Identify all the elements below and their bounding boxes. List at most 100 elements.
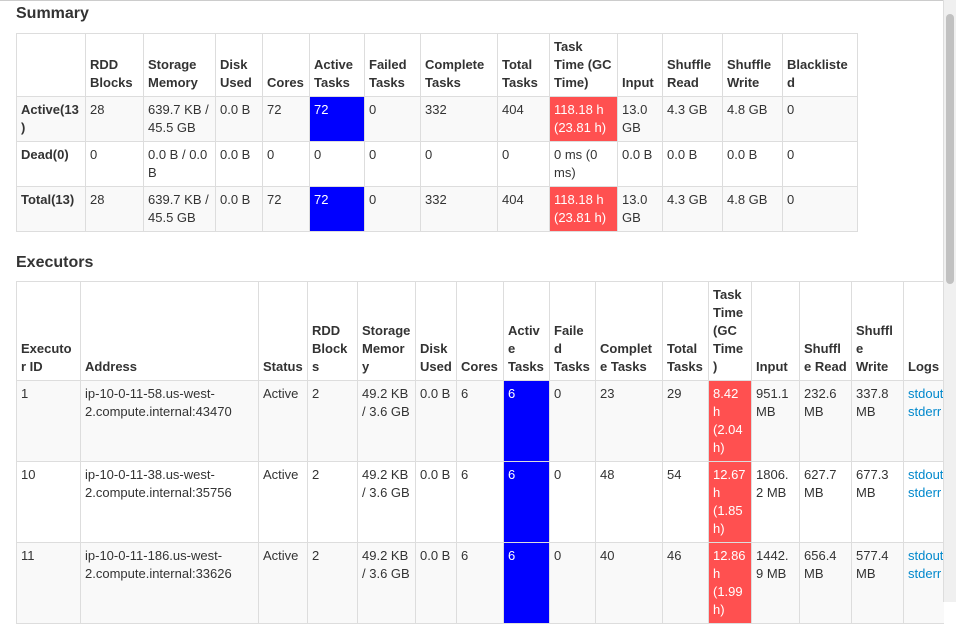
cell: 639.7 KB / 45.5 GB	[143, 96, 216, 142]
cell: 0	[85, 141, 144, 187]
cell: 1442.9 MB	[751, 542, 800, 624]
header-cell: Shuffle Read	[799, 281, 852, 381]
cell: 28	[85, 96, 144, 142]
cell: 1	[16, 380, 81, 462]
header-cell: Complete Tasks	[420, 33, 498, 97]
cell: 49.2 KB / 3.6 GB	[357, 542, 416, 624]
cell: 332	[420, 186, 498, 232]
log-link[interactable]: stdout	[908, 548, 944, 563]
cell: 0.0 B	[415, 380, 457, 462]
header-cell: Shuffle Read	[662, 33, 723, 97]
header-cell: Cores	[456, 281, 504, 381]
header-cell: Disk Used	[415, 281, 457, 381]
row-header: Total(13)	[16, 186, 86, 232]
row: Active(13) 28 639.7 KB / 45.5 GB 0.0 B 72 72 0…	[16, 96, 858, 142]
cell: 2	[307, 461, 358, 543]
header-cell: Storage Memory	[357, 281, 416, 381]
cell: 0.0 B	[617, 141, 663, 187]
header-cell: Input	[617, 33, 663, 97]
header-cell: Task Time (GC Time)	[549, 33, 618, 97]
cell: Active	[258, 380, 308, 462]
log-link[interactable]: stderr	[908, 404, 942, 419]
cell: 0	[420, 141, 498, 187]
header-cell: Status	[258, 281, 308, 381]
cell: 40	[595, 542, 663, 624]
cell: 639.7 KB / 45.5 GB	[143, 186, 216, 232]
cell: 0	[364, 186, 421, 232]
cell: 0.0 B	[722, 141, 783, 187]
header-cell: Blacklisted	[782, 33, 858, 97]
cell: 72	[309, 186, 365, 232]
cell: Active	[258, 542, 308, 624]
cell: 0	[549, 380, 596, 462]
cell: ip-10-0-11-38.us-west-2.compute.internal…	[80, 461, 259, 543]
cell: 0	[364, 141, 421, 187]
cell: 0	[309, 141, 365, 187]
cell: 12.86 h (1.99 h)	[708, 542, 752, 624]
cell: 12.67 h (1.85 h)	[708, 461, 752, 543]
cell: 48	[595, 461, 663, 543]
cell: 0	[262, 141, 310, 187]
log-link[interactable]: stderr	[908, 485, 942, 500]
log-link[interactable]: stderr	[908, 566, 942, 581]
cell: 0.0 B	[215, 186, 263, 232]
log-link[interactable]: stdout	[908, 386, 944, 401]
cell: 49.2 KB / 3.6 GB	[357, 461, 416, 543]
cell: 4.3 GB	[662, 96, 723, 142]
header-cell: Executor ID	[16, 281, 81, 381]
summary-table: RDD Blocks Storage Memory Disk Used Cores Ac…	[16, 33, 858, 232]
cell: 49.2 KB / 3.6 GB	[357, 380, 416, 462]
executors-title: Executors	[16, 254, 94, 271]
cell: 10	[16, 461, 81, 543]
cell: 4.3 GB	[662, 186, 723, 232]
header-cell: Total Tasks	[662, 281, 709, 381]
cell: 8.42 h (2.04 h)	[708, 380, 752, 462]
cell: 0	[364, 96, 421, 142]
cell: 13.0 GB	[617, 96, 663, 142]
cell: 72	[262, 96, 310, 142]
header-cell	[16, 33, 86, 97]
cell: 6	[456, 542, 504, 624]
scroll-thumb[interactable]	[946, 14, 954, 284]
row: 11 ip-10-0-11-186.us-west-2.compute.inter…	[16, 542, 944, 624]
summary-wrap: RDD Blocks Storage Memory Disk Used Cores Ac…	[16, 33, 858, 232]
cell: 72	[309, 96, 365, 142]
cell: 332	[420, 96, 498, 142]
header-cell: Storage Memory	[143, 33, 216, 97]
log-link[interactable]: stdout	[908, 467, 944, 482]
cell: 28	[85, 186, 144, 232]
cell: 4.8 GB	[722, 96, 783, 142]
cell: 13.0 GB	[617, 186, 663, 232]
cell: 23	[595, 380, 663, 462]
cell: 404	[497, 186, 550, 232]
header-row: RDD Blocks Storage Memory Disk Used Cores Ac…	[16, 33, 858, 97]
cell: 29	[662, 380, 709, 462]
header-cell: Address	[80, 281, 259, 381]
cell: 0 ms (0 ms)	[549, 141, 618, 187]
cell: 0	[549, 542, 596, 624]
header-cell: Cores	[262, 33, 310, 97]
cell: 54	[662, 461, 709, 543]
executors-wrap: Executor ID Address Status RDD Blocks Storag…	[16, 281, 944, 624]
cell: 404	[497, 96, 550, 142]
cell: 656.4 MB	[799, 542, 852, 624]
cell: 6	[503, 542, 550, 624]
cell: 677.3 MB	[851, 461, 904, 543]
cell: 0	[549, 461, 596, 543]
executors-table: Executor ID Address Status RDD Blocks Storag…	[16, 281, 944, 624]
cell: 0	[782, 96, 858, 142]
cell: 72	[262, 186, 310, 232]
header-cell: Disk Used	[215, 33, 263, 97]
cell: Active	[258, 461, 308, 543]
scrollbar[interactable]	[943, 0, 956, 602]
cell: 11	[16, 542, 81, 624]
header-row: Executor ID Address Status RDD Blocks Storag…	[16, 281, 944, 381]
summary-title: Summary	[16, 5, 89, 22]
header-cell: Total Tasks	[497, 33, 550, 97]
header-cell: Complete Tasks	[595, 281, 663, 381]
row: Total(13) 28 639.7 KB / 45.5 GB 0.0 B 72 72 0 3…	[16, 186, 858, 232]
header-cell: Failed Tasks	[364, 33, 421, 97]
cell: 0.0 B	[215, 96, 263, 142]
